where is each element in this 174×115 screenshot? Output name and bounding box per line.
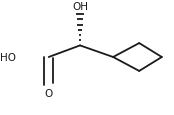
Text: O: O	[45, 89, 53, 98]
Text: OH: OH	[72, 2, 88, 12]
Text: HO: HO	[0, 53, 16, 62]
